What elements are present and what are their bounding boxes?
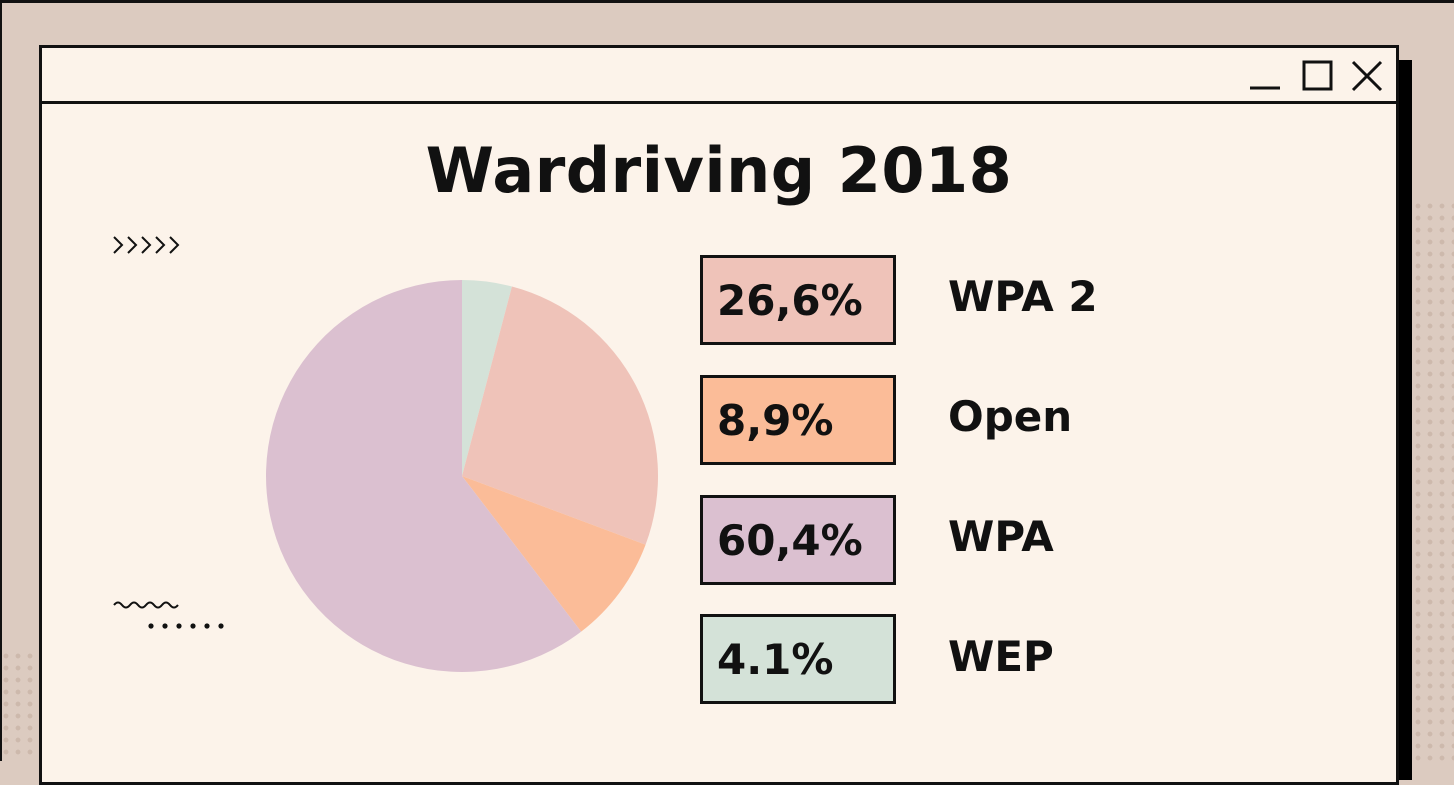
wave-decoration xyxy=(113,601,179,609)
legend-label-wep: WEP xyxy=(948,632,1054,681)
legend-label-wpa2: WPA 2 xyxy=(948,272,1098,321)
chevrons-decoration xyxy=(113,236,180,254)
legend-value-text: 4.1% xyxy=(717,634,834,684)
window-titlebar xyxy=(42,48,1396,104)
minimize-icon[interactable] xyxy=(1248,60,1282,92)
legend-value-wpa2: 26,6% xyxy=(700,255,896,345)
pie-slice-wpa xyxy=(266,280,582,672)
pie-chart xyxy=(266,280,658,672)
app-window: Wardriving 2018 26,6% WPA 2 8,9% Open 6 xyxy=(39,45,1399,785)
legend-value-text: 60,4% xyxy=(717,515,863,565)
pie-slice-open xyxy=(462,476,646,632)
legend-value-wep: 4.1% xyxy=(700,614,896,704)
close-icon[interactable] xyxy=(1350,60,1384,92)
legend-label-wpa: WPA xyxy=(948,512,1054,561)
pie-slice-wpa2 xyxy=(462,286,658,545)
legend-value-text: 8,9% xyxy=(717,395,834,445)
dot-pattern-left xyxy=(0,650,40,761)
legend-label-open: Open xyxy=(948,392,1073,441)
dots-decoration xyxy=(148,623,224,629)
dot-pattern-right xyxy=(1412,200,1454,761)
maximize-icon[interactable] xyxy=(1300,60,1334,92)
legend-value-text: 26,6% xyxy=(717,275,863,325)
pie-slice-wep xyxy=(462,280,512,476)
legend-value-wpa: 60,4% xyxy=(700,495,896,585)
legend-value-open: 8,9% xyxy=(700,375,896,465)
slide-title: Wardriving 2018 xyxy=(425,134,1013,207)
